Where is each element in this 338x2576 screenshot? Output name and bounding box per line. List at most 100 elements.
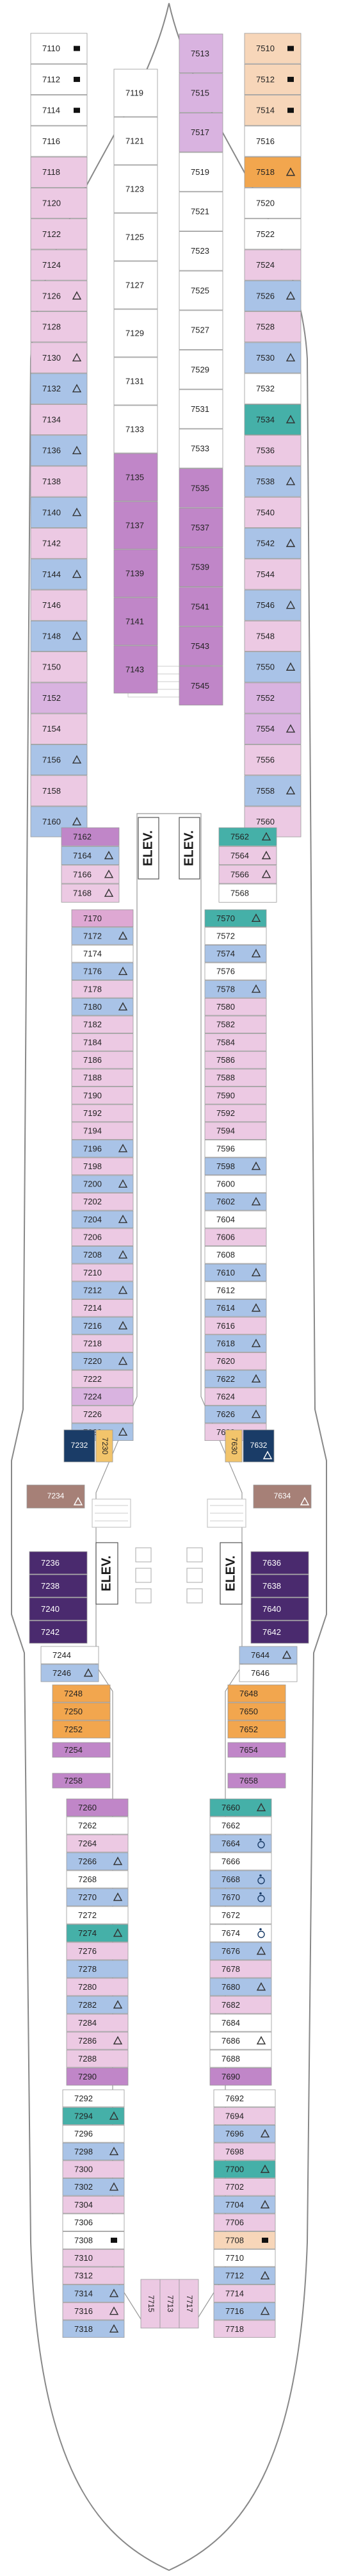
cabin-7532[interactable]: 7532 [244,373,302,404]
cabin-7522[interactable]: 7522 [244,218,302,250]
cabin-7156[interactable]: 7156 [30,744,88,776]
cabin-7298[interactable]: 7298 [62,2142,125,2161]
cabin-7174[interactable]: 7174 [71,944,134,963]
cabin-7144[interactable]: 7144 [30,559,88,590]
cabin-7234[interactable]: 7234 [26,1484,85,1509]
cabin-7717[interactable]: 7717 [179,2279,199,2329]
cabin-7240[interactable]: 7240 [29,1597,88,1621]
cabin-7162[interactable]: 7162 [61,827,120,846]
cabin-7150[interactable]: 7150 [30,652,88,683]
cabin-7680[interactable]: 7680 [209,1978,272,1996]
cabin-7566[interactable]: 7566 [218,865,277,884]
cabin-7616[interactable]: 7616 [204,1317,267,1335]
cabin-7184[interactable]: 7184 [71,1033,134,1051]
cabin-7706[interactable]: 7706 [213,2213,276,2231]
cabin-7148[interactable]: 7148 [30,620,88,652]
cabin-7214[interactable]: 7214 [71,1299,134,1317]
cabin-7538[interactable]: 7538 [244,466,302,497]
cabin-7546[interactable]: 7546 [244,589,302,621]
cabin-7664[interactable]: 7664 [209,1834,272,1853]
cabin-7121[interactable]: 7121 [113,117,158,165]
cabin-7672[interactable]: 7672 [209,1906,272,1924]
cabin-7296[interactable]: 7296 [62,2124,125,2143]
cabin-7602[interactable]: 7602 [204,1193,267,1211]
cabin-7194[interactable]: 7194 [71,1122,134,1140]
cabin-7704[interactable]: 7704 [213,2195,276,2214]
cabin-7127[interactable]: 7127 [113,261,158,309]
cabin-7550[interactable]: 7550 [244,652,302,683]
cabin-7520[interactable]: 7520 [244,187,302,219]
cabin-7126[interactable]: 7126 [30,280,88,311]
cabin-7626[interactable]: 7626 [204,1405,267,1423]
cabin-7700[interactable]: 7700 [213,2160,276,2178]
cabin-7552[interactable]: 7552 [244,682,302,714]
cabin-7284[interactable]: 7284 [66,2014,129,2032]
cabin-7562[interactable]: 7562 [218,827,277,846]
cabin-7250[interactable]: 7250 [52,1702,111,1721]
cabin-7176[interactable]: 7176 [71,962,134,981]
cabin-7528[interactable]: 7528 [244,311,302,343]
cabin-7316[interactable]: 7316 [62,2302,125,2320]
cabin-7110[interactable]: 7110 [30,33,88,64]
cabin-7302[interactable]: 7302 [62,2178,125,2196]
cabin-7714[interactable]: 7714 [213,2285,276,2302]
cabin-7572[interactable]: 7572 [204,927,267,945]
cabin-7264[interactable]: 7264 [66,1834,129,1853]
cabin-7314[interactable]: 7314 [62,2285,125,2302]
cabin-7196[interactable]: 7196 [71,1140,134,1158]
cabin-7230[interactable]: 7230 [95,1429,113,1463]
cabin-7312[interactable]: 7312 [62,2267,125,2285]
cabin-7154[interactable]: 7154 [30,713,88,744]
cabin-7238[interactable]: 7238 [29,1574,88,1598]
cabin-7260[interactable]: 7260 [66,1798,129,1817]
cabin-7318[interactable]: 7318 [62,2320,125,2338]
cabin-7636[interactable]: 7636 [250,1551,309,1575]
cabin-7130[interactable]: 7130 [30,342,88,373]
cabin-7604[interactable]: 7604 [204,1210,267,1229]
cabin-7558[interactable]: 7558 [244,775,302,807]
cabin-7543[interactable]: 7543 [179,626,223,666]
cabin-7630[interactable]: 7630 [225,1429,243,1463]
cabin-7586[interactable]: 7586 [204,1051,267,1069]
cabin-7178[interactable]: 7178 [71,980,134,998]
cabin-7523[interactable]: 7523 [179,231,223,271]
cabin-7212[interactable]: 7212 [71,1281,134,1299]
cabin-7716[interactable]: 7716 [213,2302,276,2320]
cabin-7666[interactable]: 7666 [209,1852,272,1871]
cabin-7290[interactable]: 7290 [66,2067,129,2086]
cabin-7282[interactable]: 7282 [66,1996,129,2014]
cabin-7608[interactable]: 7608 [204,1246,267,1264]
cabin-7690[interactable]: 7690 [209,2067,272,2086]
cabin-7514[interactable]: 7514 [244,95,302,126]
cabin-7713[interactable]: 7713 [159,2279,180,2329]
cabin-7524[interactable]: 7524 [244,249,302,281]
cabin-7244[interactable]: 7244 [40,1646,99,1664]
cabin-7272[interactable]: 7272 [66,1906,129,1924]
cabin-7612[interactable]: 7612 [204,1281,267,1299]
cabin-7306[interactable]: 7306 [62,2213,125,2231]
cabin-7686[interactable]: 7686 [209,2031,272,2050]
cabin-7152[interactable]: 7152 [30,682,88,714]
cabin-7146[interactable]: 7146 [30,589,88,621]
cabin-7554[interactable]: 7554 [244,713,302,744]
cabin-7530[interactable]: 7530 [244,342,302,373]
cabin-7166[interactable]: 7166 [61,865,120,884]
cabin-7136[interactable]: 7136 [30,435,88,466]
cabin-7646[interactable]: 7646 [239,1664,298,1682]
cabin-7590[interactable]: 7590 [204,1087,267,1104]
cabin-7588[interactable]: 7588 [204,1069,267,1087]
cabin-7262[interactable]: 7262 [66,1816,129,1835]
cabin-7218[interactable]: 7218 [71,1334,134,1352]
cabin-7120[interactable]: 7120 [30,187,88,219]
cabin-7688[interactable]: 7688 [209,2049,272,2068]
cabin-7541[interactable]: 7541 [179,587,223,627]
cabin-7556[interactable]: 7556 [244,744,302,776]
cabin-7676[interactable]: 7676 [209,1942,272,1960]
cabin-7292[interactable]: 7292 [62,2089,125,2108]
cabin-7580[interactable]: 7580 [204,997,267,1016]
cabin-7668[interactable]: 7668 [209,1870,272,1889]
cabin-7634[interactable]: 7634 [253,1484,312,1509]
cabin-7642[interactable]: 7642 [250,1620,309,1644]
cabin-7710[interactable]: 7710 [213,2249,276,2267]
cabin-7246[interactable]: 7246 [40,1664,99,1682]
